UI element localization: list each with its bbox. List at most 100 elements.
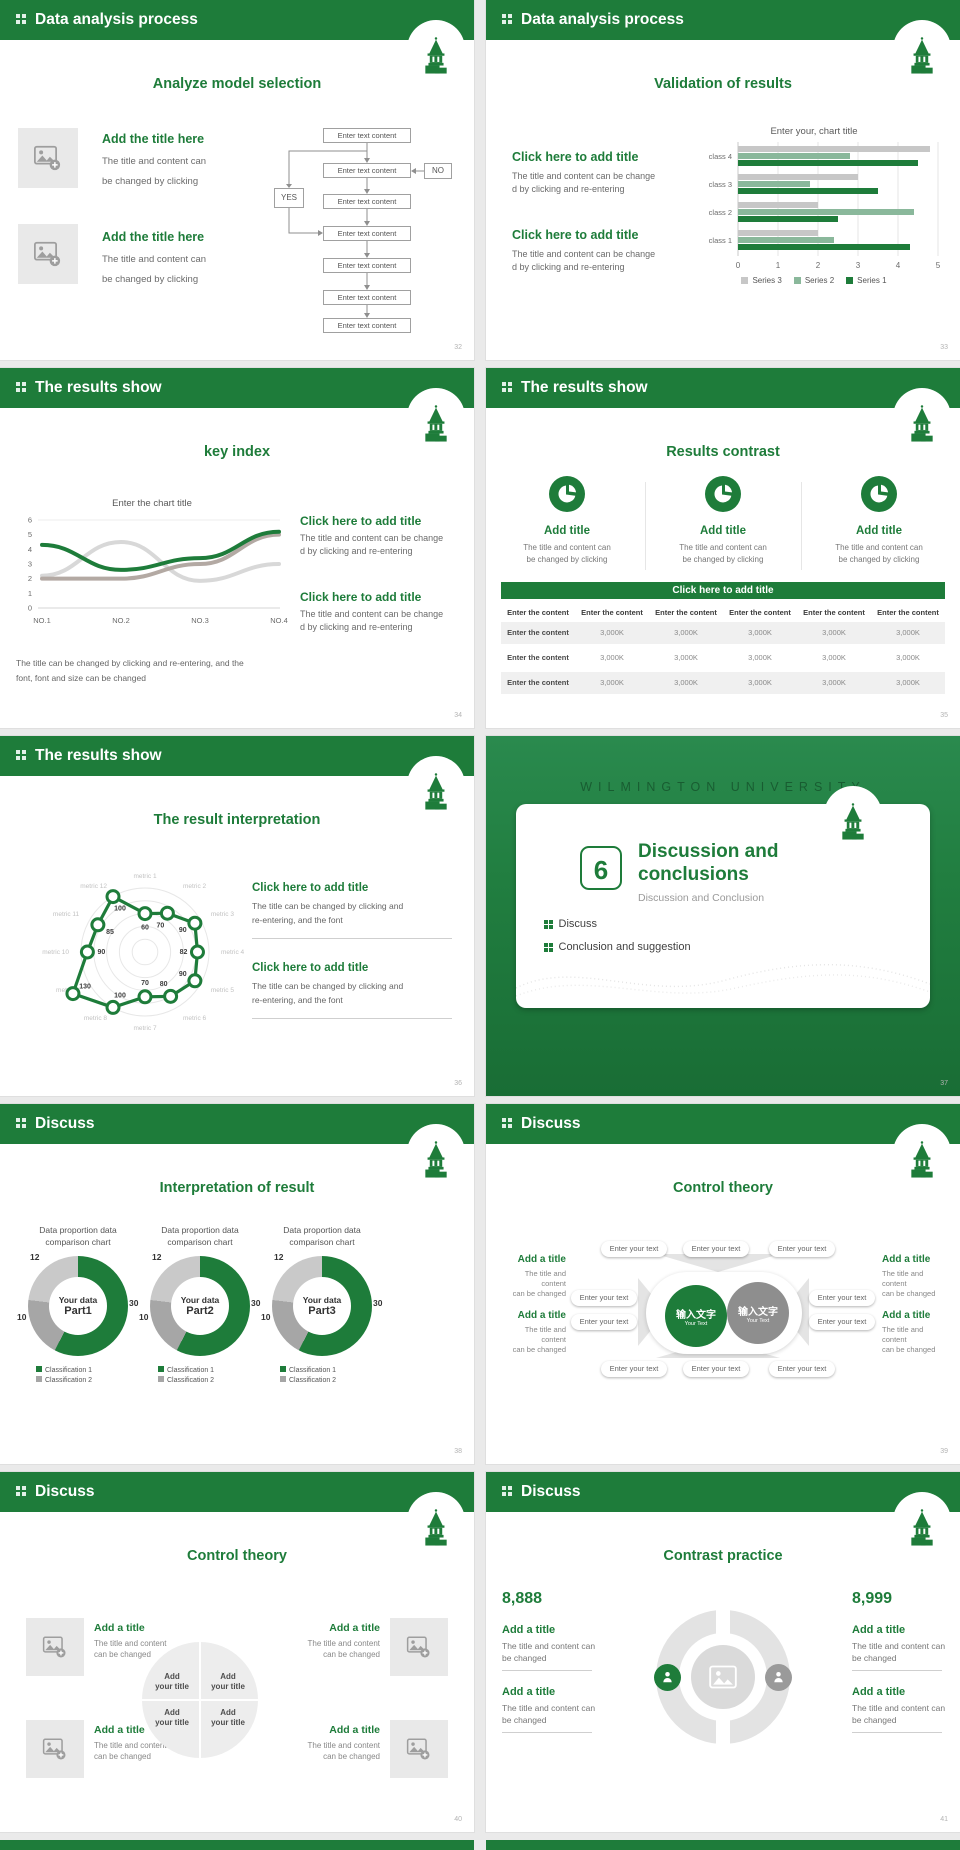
text-pill: Enter your text (571, 1290, 637, 1306)
university-logo (893, 1124, 951, 1182)
slide-41[interactable]: Discuss Contrast practice 8,888 Add a ti… (486, 1472, 960, 1832)
chart-caption: The title can be changed by clicking and… (16, 658, 244, 683)
slide-35[interactable]: The results show Results contrast Add ti… (486, 368, 960, 728)
header-dots-icon (16, 1117, 20, 1122)
page-number: 39 (940, 1448, 948, 1455)
svg-text:metric 11: metric 11 (53, 911, 80, 918)
slide-title: Analyze model selection (152, 76, 322, 92)
column-title: Add title (544, 525, 590, 537)
item-title: Add a title (502, 1624, 556, 1636)
image-placeholder-icon (406, 1738, 430, 1760)
slide-header: Data analysis process (0, 0, 474, 40)
slide-header: Discuss (0, 1104, 474, 1144)
slide-title: Control theory (187, 1548, 287, 1564)
column-divider (645, 482, 646, 570)
svg-text:metric 10: metric 10 (42, 949, 69, 956)
slide-38[interactable]: Discuss Interpretation of result Data pr… (0, 1104, 474, 1464)
image-placeholder (18, 224, 78, 284)
item-title: Add the title here (102, 230, 205, 244)
svg-text:metric 5: metric 5 (211, 987, 235, 994)
section-bullet: Discuss (544, 918, 597, 930)
page-number: 34 (454, 712, 462, 719)
person-node-green (654, 1664, 681, 1691)
university-logo (824, 786, 882, 844)
text-pill: Enter your text (683, 1361, 749, 1377)
legend-label: Series 3 (752, 276, 782, 285)
church-tower-icon (911, 37, 933, 74)
slide-header-title: Discuss (35, 1115, 95, 1132)
slide-34[interactable]: The results show key index Enter the cha… (0, 368, 474, 728)
slide-header-title: Data analysis process (35, 11, 198, 28)
side-item: Add a title The title and content can be … (512, 1254, 566, 1298)
bullet-dots-icon (544, 920, 548, 924)
text-pill: Enter your text (601, 1241, 667, 1257)
slide-32[interactable]: Data analysis process Analyze model sele… (0, 0, 474, 360)
slide-36[interactable]: The results show The result interpretati… (0, 736, 474, 1096)
item-title: Click here to add title (300, 590, 422, 604)
segment-value: 12 (30, 1252, 40, 1262)
page-number: 35 (940, 712, 948, 719)
divider (252, 1018, 452, 1019)
svg-text:100: 100 (114, 906, 126, 913)
donut-caption: Data proportion data comparison chart (161, 1225, 239, 1247)
page-number: 38 (454, 1448, 462, 1455)
header-dots-icon (502, 13, 506, 18)
image-placeholder-icon (406, 1636, 430, 1658)
svg-text:metric 1: metric 1 (133, 873, 157, 880)
item-body: The title and content can be change d by … (300, 609, 444, 632)
item-title: Click here to add title (512, 150, 639, 164)
donut-legend: Classification 1 Classification 2 (36, 1366, 92, 1386)
column-body: The title and content can be changed by c… (835, 543, 923, 564)
quadrant-label: Add your title (155, 1672, 189, 1691)
header-dots-icon (16, 381, 20, 386)
header-dots-icon (16, 749, 20, 754)
image-placeholder (18, 128, 78, 188)
corner-item: Add a title The title and content can be … (307, 1622, 381, 1659)
slide-title: key index (203, 444, 271, 460)
slide-37[interactable]: WILMINGTON UNIVERSITY 6 Discussion and co… (486, 736, 960, 1096)
divider (502, 1732, 592, 1733)
slide-header: Discuss (486, 1472, 960, 1512)
svg-text:0: 0 (28, 604, 32, 613)
university-logo (407, 1492, 465, 1550)
metric-number-right: 8,999 (852, 1590, 893, 1607)
university-logo (893, 20, 951, 78)
corner-item: Add a title The title and content can be … (94, 1622, 167, 1659)
flow-box: Enter text content (323, 318, 411, 333)
wave-decoration (516, 963, 930, 997)
segment-value: 10 (261, 1312, 271, 1322)
slide-33[interactable]: Data analysis process Validation of resu… (486, 0, 960, 360)
svg-text:2: 2 (816, 261, 821, 270)
svg-text:NO.3: NO.3 (191, 616, 209, 625)
item-body: The title and content can be change d by … (300, 533, 444, 556)
slide-header-title: The results show (35, 379, 162, 396)
text-pill: Enter your text (809, 1314, 875, 1330)
svg-text:3: 3 (28, 560, 32, 569)
feature-column: Add title The title and content can be ch… (497, 476, 637, 566)
flow-no-box: NO (424, 163, 452, 179)
slide-title: Results contrast (666, 444, 780, 460)
svg-text:metric 7: metric 7 (133, 1025, 157, 1032)
svg-text:metric 3: metric 3 (211, 911, 235, 918)
segment-value: 30 (373, 1298, 383, 1308)
slide-title: Control theory (673, 1180, 773, 1196)
university-logo (893, 388, 951, 446)
item-body: The title and content can be changed (502, 1703, 596, 1725)
page-number: 40 (454, 1816, 462, 1823)
church-tower-icon (425, 1509, 447, 1546)
slide-39[interactable]: Discuss Control theory 输入文字 Your Text 输入文… (486, 1104, 960, 1464)
svg-text:metric 2: metric 2 (183, 883, 207, 890)
divider (252, 938, 452, 939)
table-row: Enter the content 3,000K 3,000K 3,000K 3,000… (501, 622, 945, 644)
item-title: Click here to add title (300, 514, 422, 528)
segment-value: 10 (17, 1312, 27, 1322)
legend-label: Series 2 (804, 276, 835, 285)
next-slide-header-partial (486, 1840, 960, 1850)
flowchart-connectors (286, 143, 424, 318)
person-icon (663, 1671, 672, 1683)
item-body: The title and content can be changed by c… (102, 156, 207, 187)
feature-column: Add title The title and content can be ch… (809, 476, 949, 566)
svg-text:metric 4: metric 4 (221, 949, 245, 956)
svg-text:metric 12: metric 12 (80, 883, 107, 890)
slide-40[interactable]: Discuss Control theory Add a title The t… (0, 1472, 474, 1832)
